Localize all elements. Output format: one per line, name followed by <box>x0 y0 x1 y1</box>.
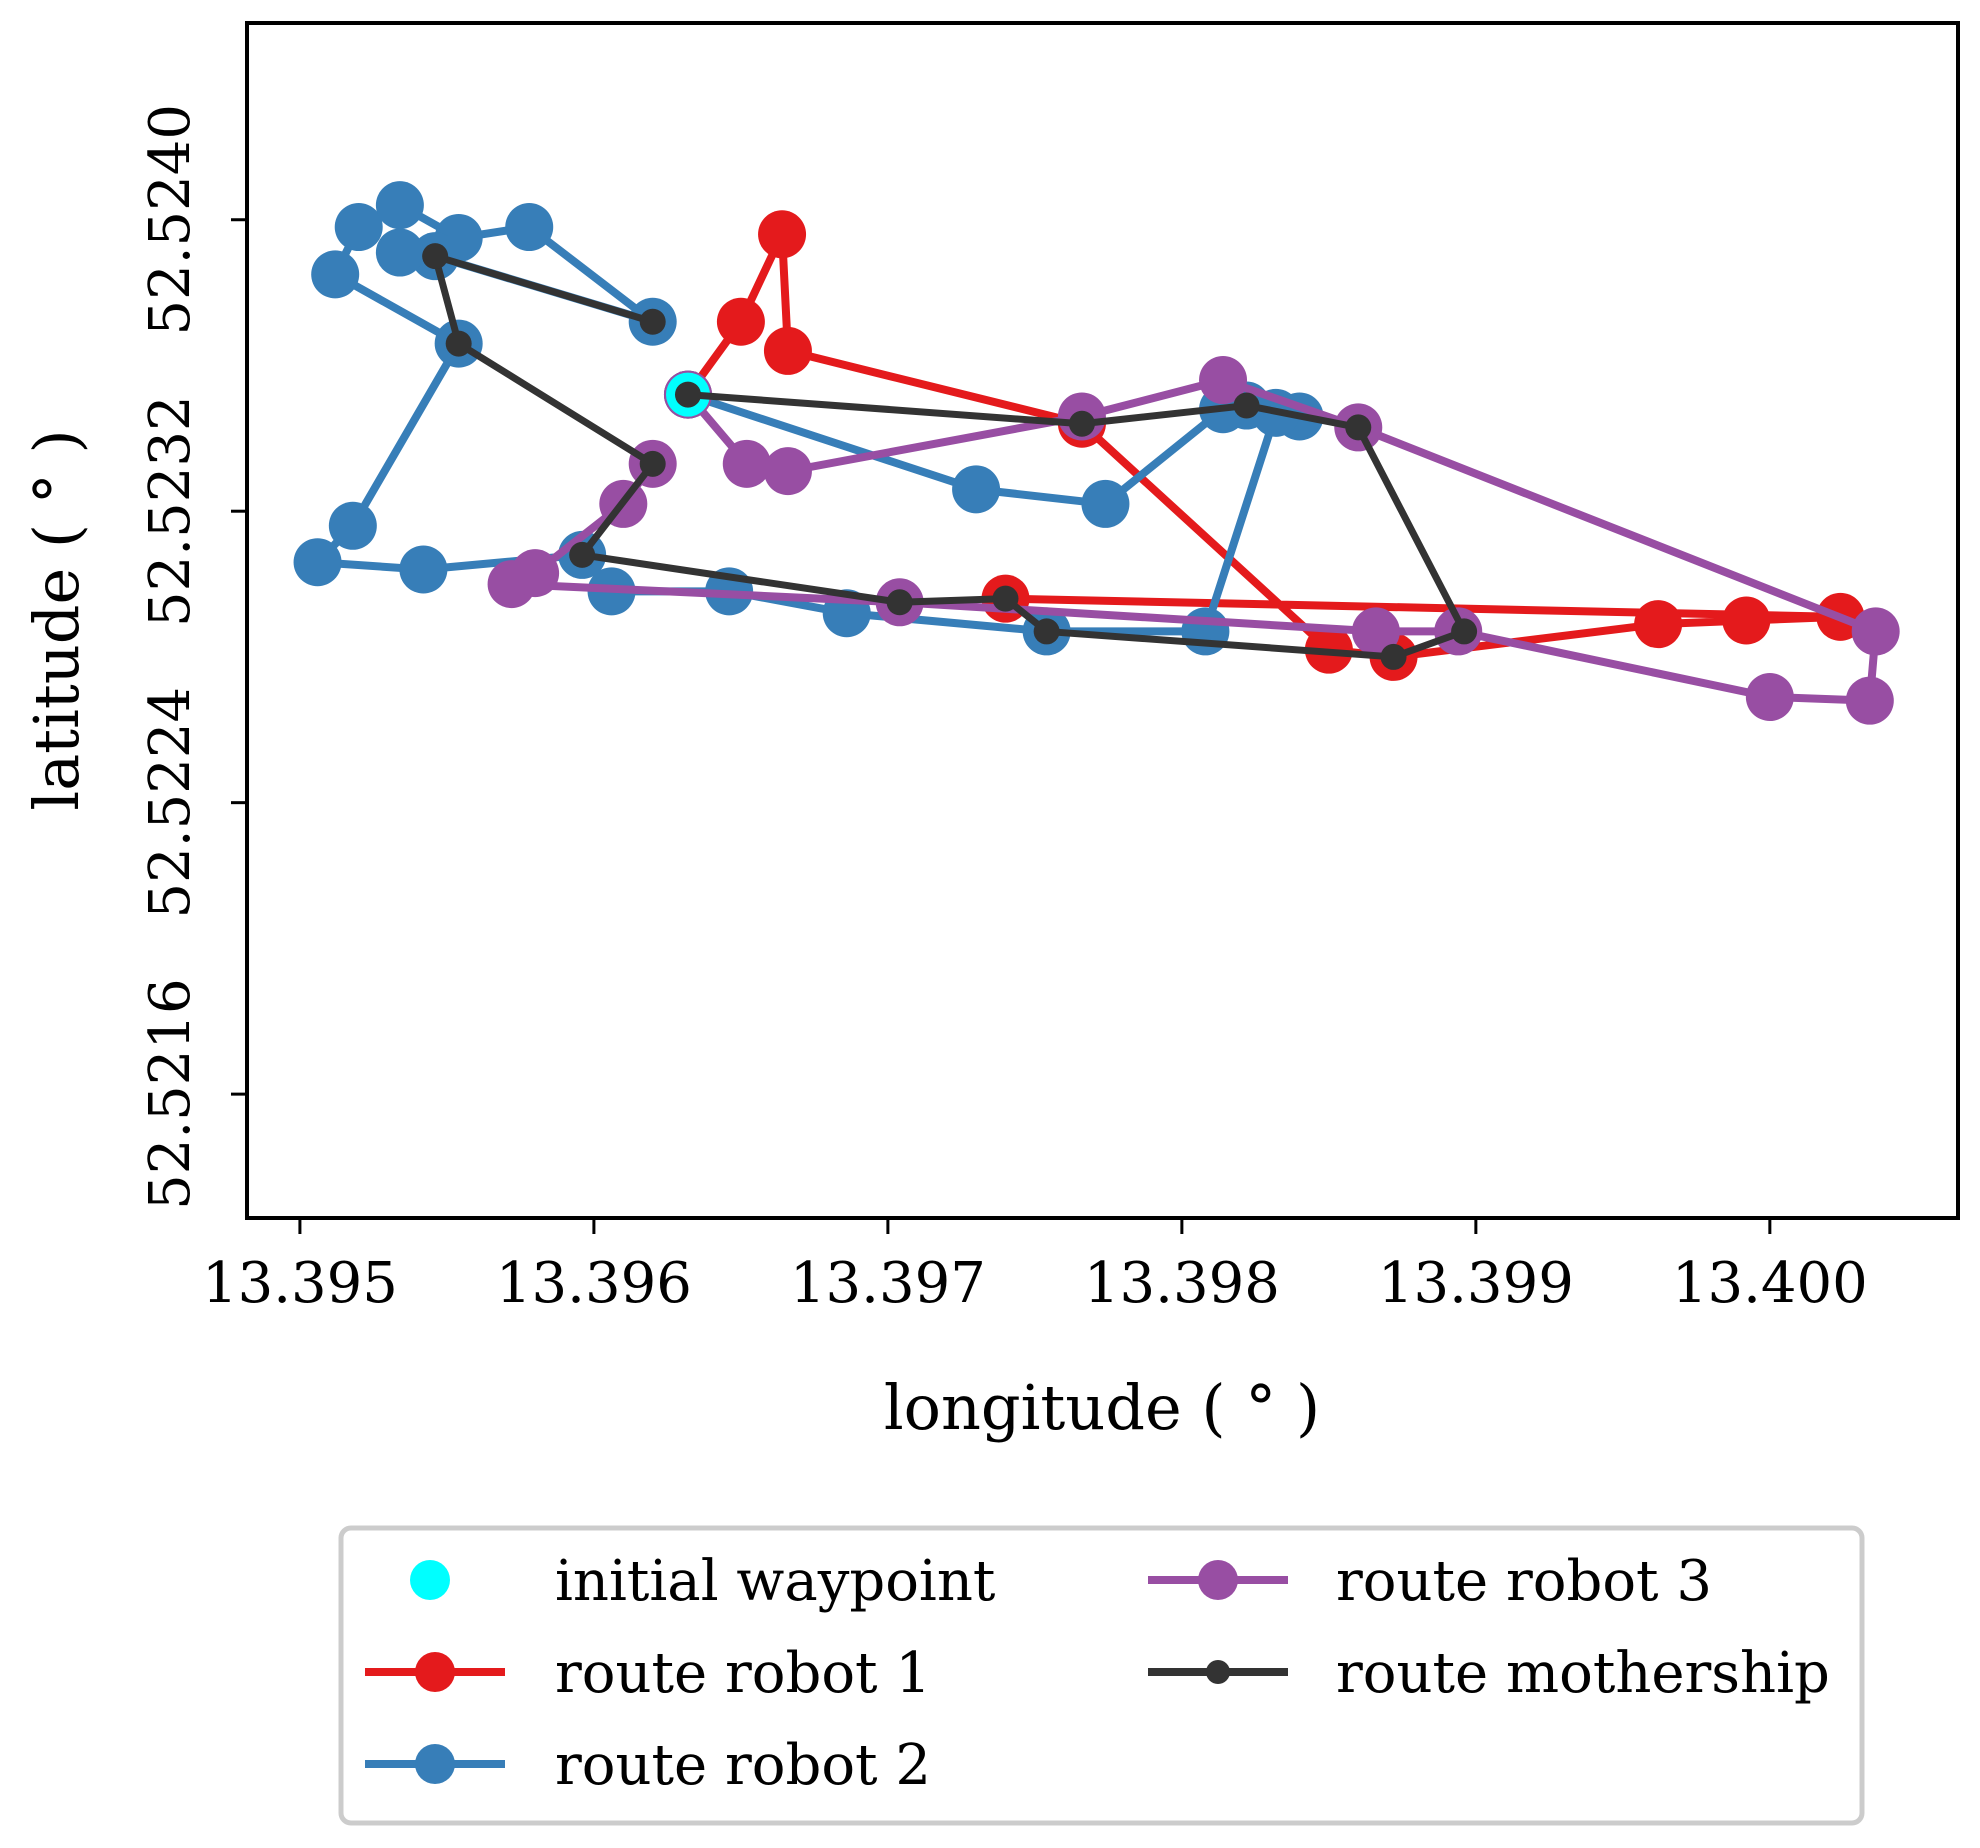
waypoint-marker-route-robot-3 <box>1845 676 1894 725</box>
waypoint-marker-route-robot-2 <box>1081 479 1130 528</box>
waypoint-marker-route-robot-2 <box>293 538 342 587</box>
series-layer <box>293 181 1900 725</box>
x-tick-label: 13.396 <box>496 1251 692 1316</box>
waypoint-marker-route-robot-1 <box>1634 600 1683 649</box>
x-tick-label: 13.399 <box>1378 1251 1574 1316</box>
legend-label-robot-1: route robot 1 <box>555 1641 931 1706</box>
legend-frame <box>338 1525 1865 1826</box>
waypoint-marker-route-mothership <box>1233 392 1260 419</box>
waypoint-marker-route-robot-3 <box>1351 607 1400 656</box>
series-route-mothership <box>422 243 1478 670</box>
waypoint-marker-route-robot-2 <box>328 501 377 550</box>
route-line-route-mothership <box>431 252 1468 661</box>
waypoint-marker-route-robot-2 <box>1181 607 1230 656</box>
waypoint-marker-route-robot-3 <box>511 549 560 598</box>
y-tick-label: 52.5232 <box>138 395 203 627</box>
waypoint-marker-route-robot-2 <box>375 228 424 277</box>
legend-label-mothership: route mothership <box>1336 1641 1830 1706</box>
waypoint-marker-route-robot-3 <box>722 439 771 488</box>
y-tick-label: 52.5216 <box>138 978 203 1210</box>
y-tick-label: 52.5224 <box>138 687 203 919</box>
waypoint-marker-route-mothership <box>1380 643 1407 670</box>
waypoint-marker-route-mothership <box>886 589 913 616</box>
waypoint-marker-route-mothership <box>1345 414 1372 441</box>
waypoint-marker-route-robot-2 <box>505 203 554 252</box>
x-tick-label: 13.395 <box>202 1251 398 1316</box>
waypoint-marker-route-robot-3 <box>1851 607 1900 656</box>
waypoint-marker-route-robot-2 <box>311 250 360 299</box>
legend-marker-robot-2 <box>415 1744 455 1784</box>
y-axis: 52.5216 52.5224 52.5232 52.5240 <box>138 104 247 1210</box>
waypoint-marker-route-mothership <box>674 381 701 408</box>
legend-marker-robot-1 <box>415 1652 455 1692</box>
legend-label-robot-2: route robot 2 <box>555 1733 931 1798</box>
waypoint-marker-route-mothership <box>639 308 666 335</box>
waypoint-marker-route-mothership <box>639 450 666 477</box>
waypoint-marker-route-robot-1 <box>1722 596 1771 645</box>
x-axis-label: longitude ( ° ) <box>884 1371 1320 1444</box>
legend: initial waypoint route robot 1 route rob… <box>338 1525 1865 1826</box>
plot-frame <box>245 21 1960 1220</box>
waypoint-marker-route-mothership <box>422 243 449 270</box>
waypoint-marker-route-mothership <box>445 330 472 357</box>
waypoint-marker-route-mothership <box>1451 618 1478 645</box>
y-tick-label: 52.5240 <box>138 104 203 336</box>
x-tick-label: 13.397 <box>790 1251 986 1316</box>
waypoint-marker-route-robot-1 <box>716 297 765 346</box>
x-tick-label: 13.400 <box>1672 1251 1868 1316</box>
waypoint-marker-route-robot-2 <box>334 203 383 252</box>
waypoint-marker-route-mothership <box>569 541 596 568</box>
x-axis: 13.395 13.396 13.397 13.398 13.399 13.400 <box>202 1218 1868 1316</box>
waypoint-marker-route-robot-3 <box>1199 356 1248 405</box>
waypoint-marker-route-robot-1 <box>763 326 812 375</box>
waypoint-marker-route-mothership <box>992 585 1019 612</box>
legend-label-initial-waypoint: initial waypoint <box>555 1549 996 1614</box>
legend-marker-initial-waypoint <box>410 1560 450 1600</box>
waypoint-marker-route-robot-2 <box>375 181 424 230</box>
legend-label-robot-3: route robot 3 <box>1336 1549 1712 1614</box>
waypoint-marker-route-robot-2 <box>952 465 1001 514</box>
x-tick-label: 13.398 <box>1084 1251 1280 1316</box>
waypoint-marker-route-robot-3 <box>1745 673 1794 722</box>
waypoint-marker-route-robot-1 <box>758 210 807 259</box>
legend-marker-mothership <box>1206 1660 1230 1684</box>
waypoint-marker-route-robot-2 <box>399 545 448 594</box>
waypoint-marker-route-mothership <box>1033 618 1060 645</box>
y-axis-label: latitude ( ° ) <box>20 429 93 810</box>
waypoint-marker-route-robot-3 <box>763 447 812 496</box>
waypoint-marker-route-mothership <box>1068 410 1095 437</box>
legend-marker-robot-3 <box>1198 1560 1238 1600</box>
